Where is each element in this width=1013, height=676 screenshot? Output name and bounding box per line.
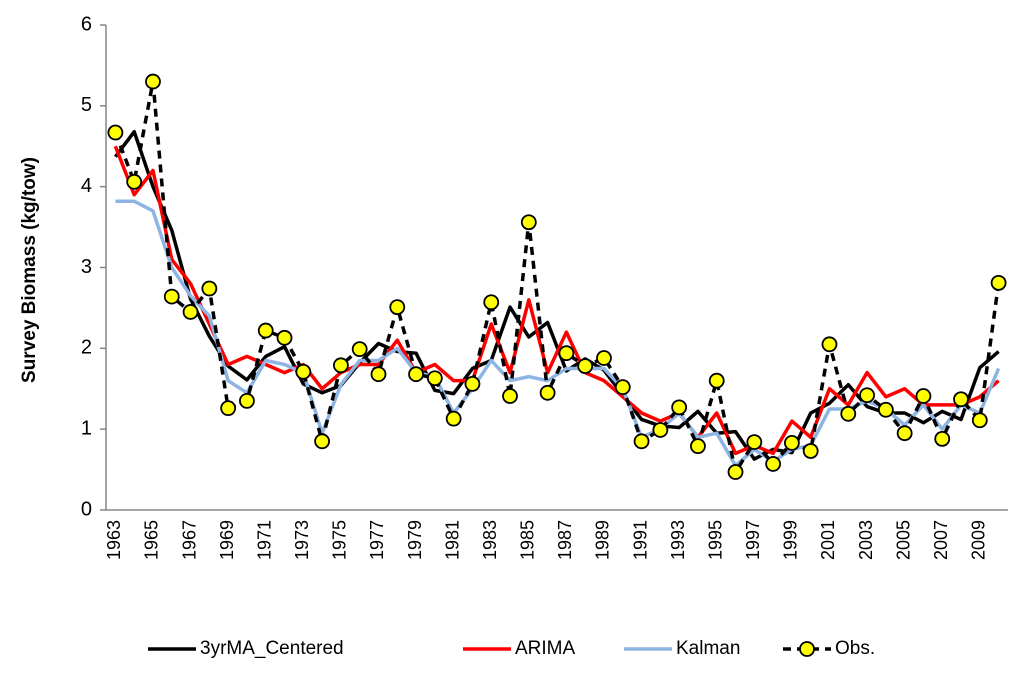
x-tick-label: 1977 xyxy=(367,520,387,560)
x-tick-label: 2009 xyxy=(969,520,989,560)
x-tick-label: 1975 xyxy=(330,520,350,560)
y-tick-label: 2 xyxy=(81,337,92,359)
legend-marker xyxy=(799,641,815,657)
data-point xyxy=(558,345,575,362)
y-tick-label: 5 xyxy=(81,94,92,116)
data-point xyxy=(201,280,218,297)
x-tick-label: 1997 xyxy=(743,520,763,560)
data-point xyxy=(577,358,594,375)
y-tick-label: 0 xyxy=(81,498,92,520)
data-point xyxy=(220,400,237,417)
data-point xyxy=(990,274,1007,291)
series-line xyxy=(113,79,1001,474)
data-point xyxy=(953,391,969,408)
y-tick-label: 1 xyxy=(81,417,92,439)
data-point xyxy=(727,464,744,480)
x-tick-label: 1979 xyxy=(405,520,425,560)
data-point xyxy=(783,435,800,451)
data-point xyxy=(708,372,725,389)
data-point xyxy=(257,322,274,339)
series-line xyxy=(115,199,1001,468)
x-tick-label: 1983 xyxy=(480,520,500,560)
data-point xyxy=(671,399,688,416)
x-tick-label: 2007 xyxy=(931,520,951,560)
data-point xyxy=(351,341,368,358)
x-tick-label: 1973 xyxy=(292,520,312,560)
data-point xyxy=(107,124,124,141)
y-tick-label: 3 xyxy=(81,256,92,278)
x-tick-label: 2001 xyxy=(818,520,838,560)
data-point xyxy=(276,329,293,346)
series-line xyxy=(113,129,1000,461)
data-point xyxy=(295,363,312,380)
x-tick-label: 1993 xyxy=(668,520,688,560)
x-tick-label: 1995 xyxy=(705,520,725,560)
x-tick-label: 2005 xyxy=(893,520,913,560)
x-tick-label: 1991 xyxy=(630,520,650,560)
x-tick-label: 1971 xyxy=(254,520,274,560)
y-tick-label: 4 xyxy=(81,175,92,197)
data-point xyxy=(426,370,443,387)
x-tick-label: 2003 xyxy=(856,520,876,560)
x-tick-label: 1999 xyxy=(781,520,801,560)
legend-label: Kalman xyxy=(676,638,740,659)
data-point xyxy=(877,401,894,418)
legend-label: Obs. xyxy=(835,638,875,659)
data-point xyxy=(370,366,387,383)
data-point xyxy=(239,392,255,409)
y-axis-label: Survey Biomass (kg/tow) xyxy=(19,157,40,383)
data-point xyxy=(182,304,199,320)
data-point xyxy=(145,73,161,90)
data-point xyxy=(802,443,819,459)
data-point xyxy=(896,425,913,442)
y-tick-label: 6 xyxy=(81,13,92,35)
data-point xyxy=(464,375,481,392)
data-point xyxy=(163,288,180,305)
data-point xyxy=(746,434,763,451)
data-point xyxy=(520,214,537,231)
data-point xyxy=(859,387,875,404)
data-point xyxy=(596,350,612,366)
data-point xyxy=(915,388,932,404)
data-point xyxy=(840,405,857,422)
x-tick-label: 1969 xyxy=(217,520,237,560)
data-point xyxy=(126,173,143,190)
x-tick-label: 1985 xyxy=(518,520,538,560)
data-point xyxy=(765,456,782,472)
x-tick-label: 1981 xyxy=(442,520,462,560)
data-point xyxy=(389,299,406,316)
x-tick-label: 1965 xyxy=(142,520,162,560)
x-tick-label: 1963 xyxy=(104,520,124,560)
data-point xyxy=(614,379,631,396)
data-point xyxy=(539,384,556,401)
data-point xyxy=(314,433,331,450)
legend-label: 3yrMA_Centered xyxy=(200,638,344,659)
x-tick-label: 1987 xyxy=(555,520,575,560)
data-point xyxy=(483,294,500,311)
data-point xyxy=(821,336,838,353)
x-tick-label: 1967 xyxy=(179,520,199,560)
data-point xyxy=(633,433,650,450)
legend-label: ARIMA xyxy=(515,638,576,659)
data-point xyxy=(332,357,349,374)
data-point xyxy=(408,366,424,383)
x-tick-label: 1989 xyxy=(593,520,613,560)
data-point xyxy=(502,388,518,404)
data-point xyxy=(445,410,462,427)
data-point xyxy=(971,412,988,429)
data-point xyxy=(690,438,706,455)
data-point xyxy=(652,422,669,438)
data-point xyxy=(934,430,951,447)
